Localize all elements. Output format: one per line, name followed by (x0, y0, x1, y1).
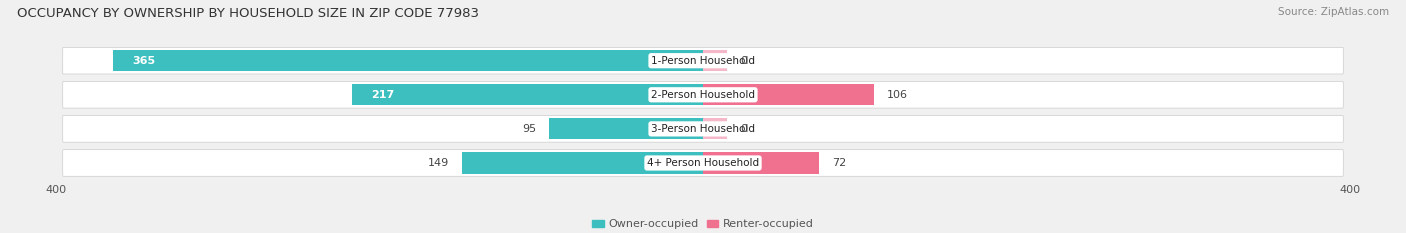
Bar (112, 50, 703, 71)
FancyBboxPatch shape (63, 47, 1343, 74)
Bar (703, 84, 875, 105)
FancyBboxPatch shape (63, 82, 1343, 108)
Bar (463, 152, 703, 174)
Text: 1-Person Household: 1-Person Household (651, 56, 755, 66)
Legend: Owner-occupied, Renter-occupied: Owner-occupied, Renter-occupied (592, 219, 814, 229)
Text: 106: 106 (887, 90, 908, 100)
Bar (352, 84, 703, 105)
Text: 4+ Person Household: 4+ Person Household (647, 158, 759, 168)
Text: 149: 149 (427, 158, 449, 168)
Text: 217: 217 (371, 90, 395, 100)
Text: Source: ZipAtlas.com: Source: ZipAtlas.com (1278, 7, 1389, 17)
FancyBboxPatch shape (63, 116, 1343, 142)
Text: 0: 0 (740, 56, 747, 66)
FancyBboxPatch shape (63, 150, 1343, 176)
Text: 2-Person Household: 2-Person Household (651, 90, 755, 100)
Text: 0: 0 (740, 124, 747, 134)
Text: OCCUPANCY BY OWNERSHIP BY HOUSEHOLD SIZE IN ZIP CODE 77983: OCCUPANCY BY OWNERSHIP BY HOUSEHOLD SIZE… (17, 7, 479, 20)
Text: 72: 72 (832, 158, 846, 168)
Bar (703, 50, 727, 71)
Text: 95: 95 (523, 124, 537, 134)
Text: 365: 365 (132, 56, 155, 66)
Bar (703, 118, 727, 140)
Text: 3-Person Household: 3-Person Household (651, 124, 755, 134)
Bar (550, 118, 703, 140)
Bar (703, 152, 820, 174)
